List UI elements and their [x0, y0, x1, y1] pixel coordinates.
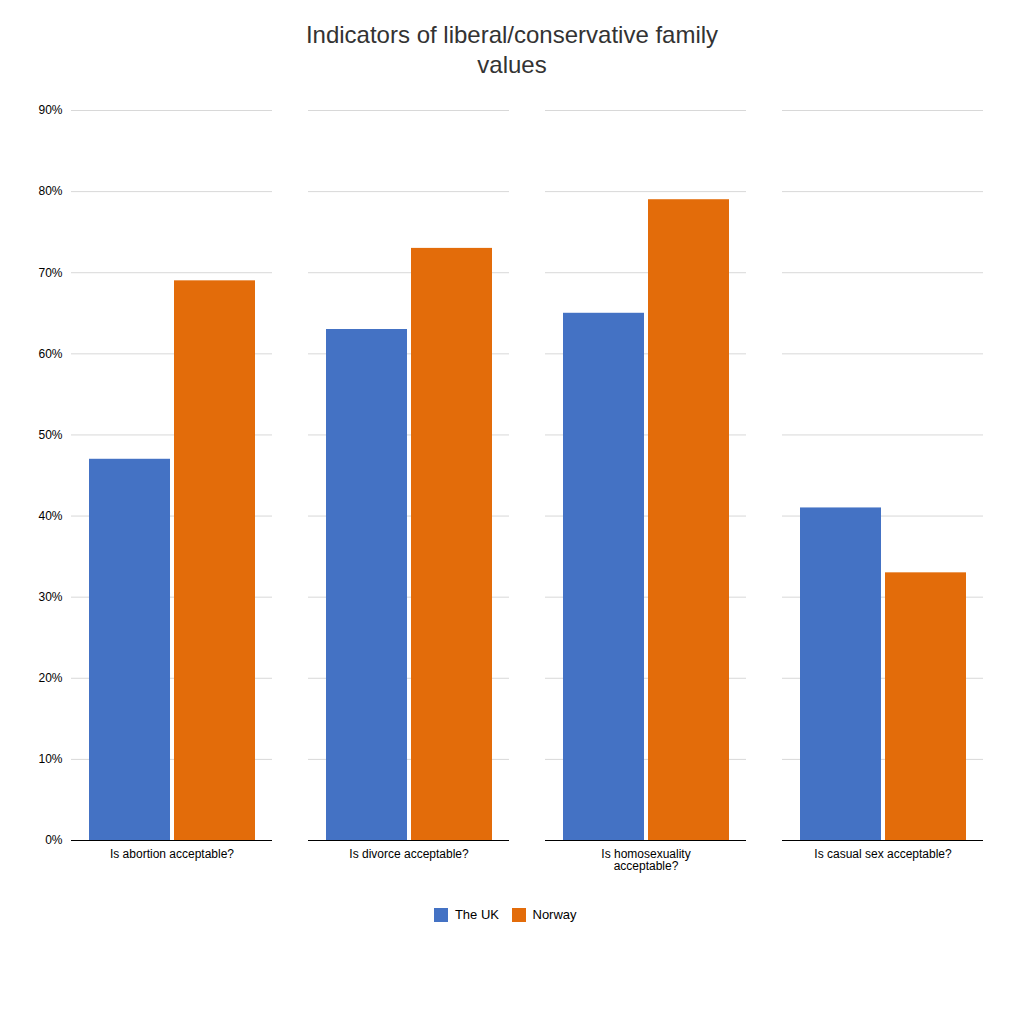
svg-text:40%: 40%: [38, 509, 62, 523]
svg-text:50%: 50%: [38, 428, 62, 442]
svg-text:90%: 90%: [38, 103, 62, 117]
svg-text:20%: 20%: [38, 671, 62, 685]
svg-text:Is divorce acceptable?: Is divorce acceptable?: [349, 847, 469, 861]
svg-text:0%: 0%: [45, 833, 63, 847]
svg-text:80%: 80%: [38, 184, 62, 198]
svg-text:Is abortion acceptable?: Is abortion acceptable?: [110, 847, 234, 861]
html-text:The UK: The UK: [454, 907, 499, 922]
svg-text:Is homosexualityacceptable?: Is homosexualityacceptable?: [601, 847, 690, 873]
svg-text:70%: 70%: [38, 266, 62, 280]
svg-text:30%: 30%: [38, 590, 62, 604]
svg-text:Is casual sex acceptable?: Is casual sex acceptable?: [814, 847, 952, 861]
svg-text:10%: 10%: [38, 752, 62, 766]
svg-text:60%: 60%: [38, 347, 62, 361]
html-text:Norway: Norway: [532, 907, 577, 922]
html-text:Indicators of liberal/conserva: Indicators of liberal/conservative famil…: [305, 21, 719, 78]
